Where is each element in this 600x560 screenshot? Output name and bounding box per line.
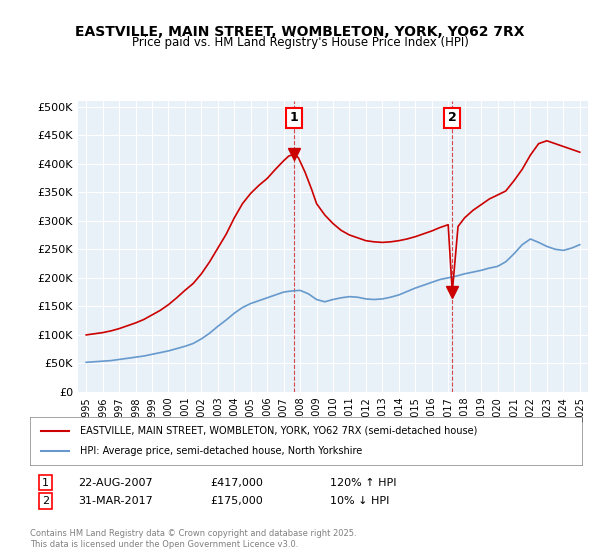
Text: 2: 2 (448, 111, 457, 124)
Text: £175,000: £175,000 (210, 496, 263, 506)
Text: Contains HM Land Registry data © Crown copyright and database right 2025.
This d: Contains HM Land Registry data © Crown c… (30, 529, 356, 549)
Text: 120% ↑ HPI: 120% ↑ HPI (330, 478, 397, 488)
Text: EASTVILLE, MAIN STREET, WOMBLETON, YORK, YO62 7RX: EASTVILLE, MAIN STREET, WOMBLETON, YORK,… (75, 25, 525, 39)
Text: EASTVILLE, MAIN STREET, WOMBLETON, YORK, YO62 7RX (semi-detached house): EASTVILLE, MAIN STREET, WOMBLETON, YORK,… (80, 426, 477, 436)
Text: 22-AUG-2007: 22-AUG-2007 (78, 478, 152, 488)
Text: HPI: Average price, semi-detached house, North Yorkshire: HPI: Average price, semi-detached house,… (80, 446, 362, 456)
Text: 2: 2 (42, 496, 49, 506)
Text: 1: 1 (290, 111, 299, 124)
Text: 10% ↓ HPI: 10% ↓ HPI (330, 496, 389, 506)
Text: 1: 1 (42, 478, 49, 488)
Text: Price paid vs. HM Land Registry's House Price Index (HPI): Price paid vs. HM Land Registry's House … (131, 36, 469, 49)
Text: 31-MAR-2017: 31-MAR-2017 (78, 496, 153, 506)
Text: £417,000: £417,000 (210, 478, 263, 488)
